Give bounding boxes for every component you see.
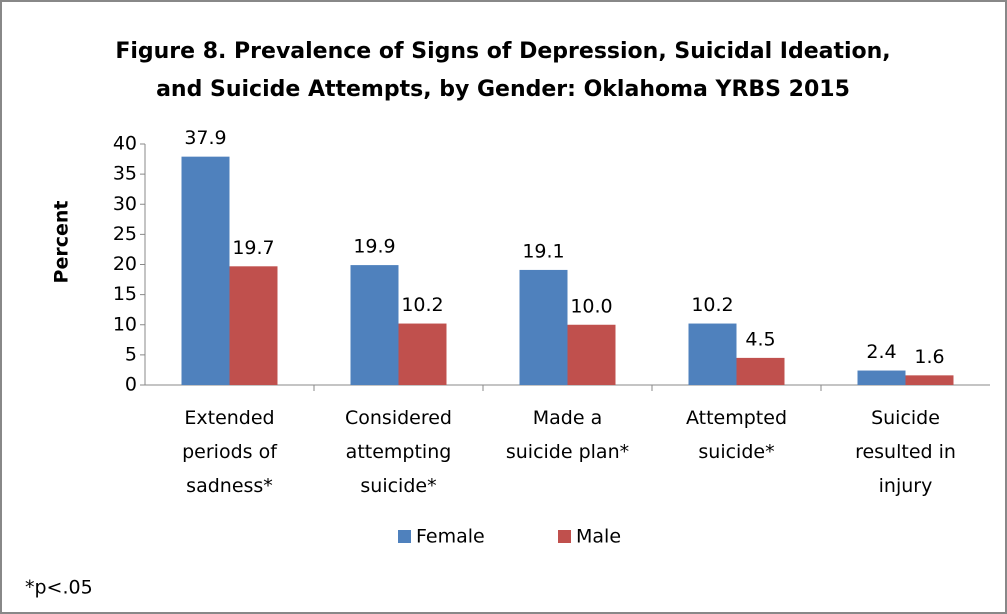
bar [398,323,447,385]
data-label: 10.2 [691,294,733,316]
bar [519,269,568,385]
x-tick-label: Considered attempting suicide* [345,407,452,497]
y-tick-label: 15 [113,283,137,305]
data-label: 10.0 [570,295,612,317]
bar [905,375,954,385]
y-tick-label: 5 [125,343,137,365]
y-tick-label: 40 [113,133,137,155]
bar [688,323,737,385]
data-label: 37.9 [184,127,226,149]
y-axis-label: Percent [51,201,73,284]
x-tick-label: Suicide resulted in injury [855,407,956,497]
y-tick-label: 20 [113,253,137,275]
bar [736,357,785,385]
bar [181,156,230,385]
data-label: 19.7 [232,237,274,259]
footnote: *p<.05 [25,577,93,599]
data-label: 19.1 [522,240,564,262]
y-tick-label: 30 [113,193,137,215]
x-tick-label: Extended periods of sadness* [182,407,278,497]
x-tick-label: Attempted suicide* [686,407,787,463]
legend-label: Female [416,526,485,548]
bar [350,265,399,385]
bar [857,370,906,385]
legend-swatch [558,530,571,543]
y-tick-label: 10 [113,313,137,335]
legend-label: Male [576,526,621,548]
x-tick-label: Made a suicide plan* [506,407,629,463]
data-label: 10.2 [401,294,443,316]
bar [229,266,278,385]
bar [567,324,616,385]
data-label: 2.4 [866,341,896,363]
data-label: 4.5 [745,328,775,350]
y-tick-label: 0 [125,374,137,396]
y-tick-label: 25 [113,223,137,245]
data-label: 1.6 [914,346,944,368]
y-tick-label: 35 [113,163,137,185]
legend-swatch [398,530,411,543]
chart-title: Figure 8. Prevalence of Signs of Depress… [115,39,890,102]
data-label: 19.9 [353,236,395,258]
